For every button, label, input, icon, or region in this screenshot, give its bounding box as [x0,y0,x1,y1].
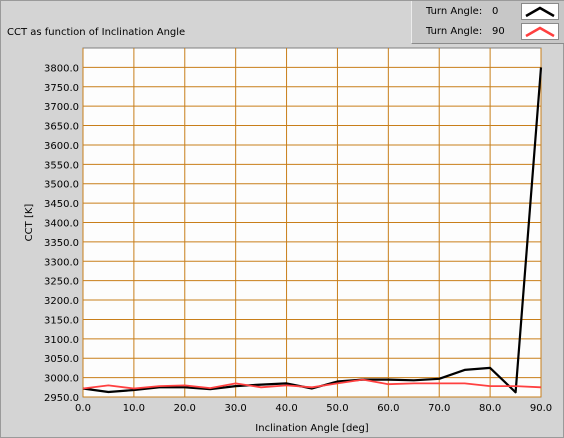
y-tick-label: 3250.0 [44,277,79,288]
y-tick-label: 3700.0 [44,102,79,113]
x-tick-label: 30.0 [225,403,247,414]
y-tick-label: 3150.0 [44,315,79,326]
y-tick-label: 3500.0 [44,180,79,191]
legend-line-1 [525,26,555,38]
y-axis-title: CCT [K] [24,204,35,242]
x-tick-label: 60.0 [377,403,399,414]
legend-label: Turn Angle: [426,6,483,17]
legend-entry-series-0[interactable]: Turn Angle: 0 [412,2,564,22]
x-tick-label: 70.0 [428,403,450,414]
x-tick-label: 20.0 [174,403,196,414]
x-tick-label: 10.0 [123,403,145,414]
y-tick-label: 2950.0 [44,393,79,404]
legend-line-0 [525,6,555,18]
y-tick-label: 3750.0 [44,83,79,94]
y-tick-label: 3300.0 [44,257,79,268]
chart-title: CCT as function of Inclination Angle [7,27,186,38]
x-tick-label: 80.0 [479,403,501,414]
x-tick-label: 40.0 [275,403,297,414]
line-sample-icon[interactable] [521,23,559,40]
legend: Turn Angle: 0 Turn Angle: 90 [411,1,564,44]
y-tick-labels: 2950.0 3000.0 3050.0 3100.0 3150.0 3200.0 3250… [44,63,79,404]
y-tick-label: 3650.0 [44,122,79,133]
grid [82,48,542,398]
y-tick-label: 3400.0 [44,219,79,230]
y-tick-label: 3800.0 [44,63,79,74]
y-tick-label: 3450.0 [44,199,79,210]
x-tick-label: 50.0 [326,403,348,414]
y-tick-label: 3600.0 [44,141,79,152]
y-tick-label: 3350.0 [44,238,79,249]
y-tick-label: 3100.0 [44,335,79,346]
legend-entry-series-1[interactable]: Turn Angle: 90 [412,22,564,42]
series-line-0[interactable] [82,67,543,394]
series-lines [82,67,543,394]
y-tick-label: 3050.0 [44,354,79,365]
y-tick-label: 3550.0 [44,160,79,171]
x-tick-label: 0.0 [75,403,91,414]
legend-label: Turn Angle: [426,26,483,37]
line-sample-icon[interactable] [521,3,559,20]
x-axis-title: Inclination Angle [deg] [255,423,369,434]
x-tick-label: 90.0 [530,403,552,414]
y-tick-label: 3200.0 [44,296,79,307]
legend-value: 0 [492,6,499,17]
y-tick-label: 3000.0 [44,374,79,385]
x-tick-labels: 0.0 10.0 20.0 30.0 40.0 50.0 60.0 70.0 80.0 90.0 [75,403,552,414]
legend-value: 90 [492,26,505,37]
